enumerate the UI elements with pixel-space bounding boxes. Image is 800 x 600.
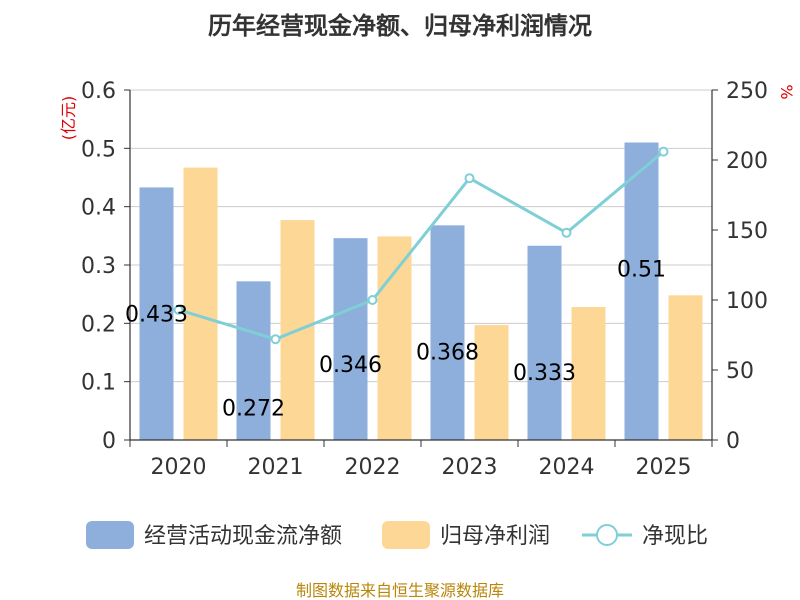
- bars: [139, 142, 703, 441]
- ratio-line-path: [178, 150, 665, 341]
- left-axis-unit: (亿元): [59, 96, 78, 141]
- bar-value-label: 0.368: [416, 340, 479, 365]
- right-axis-unit: %: [777, 84, 796, 99]
- ratio-point: [561, 227, 572, 238]
- legend-swatch-profit: [382, 521, 430, 549]
- x-tick-label: 2022: [345, 455, 401, 480]
- legend-swatch-cashflow: [86, 521, 134, 549]
- x-tick-label: 2023: [442, 455, 498, 480]
- x-tick-label: 2024: [539, 455, 595, 480]
- bar: [668, 295, 703, 440]
- ratio-point: [464, 173, 475, 184]
- right-tick-label: 200: [726, 149, 768, 174]
- ratio-point: [173, 304, 184, 315]
- right-tick-label: 50: [726, 359, 754, 384]
- bar: [527, 245, 562, 440]
- source-note: 制图数据来自恒生聚源数据库: [296, 581, 504, 600]
- right-tick-label: 100: [726, 289, 768, 314]
- bar: [377, 236, 412, 440]
- x-tick-label: 2020: [151, 455, 207, 480]
- left-tick-label: 0.3: [81, 254, 116, 279]
- right-tick-label: 250: [726, 79, 768, 104]
- x-tick-label: 2025: [636, 455, 692, 480]
- bar: [236, 281, 271, 440]
- bar-value-label: 0.272: [222, 396, 285, 421]
- legend-label-cashflow: 经营活动现金流净额: [144, 524, 342, 549]
- bar: [474, 325, 509, 440]
- left-tick-label: 0.5: [81, 137, 116, 162]
- left-tick-label: 0.6: [81, 79, 116, 104]
- bar: [139, 187, 174, 440]
- bar: [333, 238, 368, 440]
- left-tick-label: 0.4: [81, 196, 116, 221]
- left-tick-label: 0: [102, 429, 116, 454]
- ratio-point: [367, 295, 378, 305]
- left-tick-label: 0.2: [81, 312, 116, 337]
- ratio-point: [658, 146, 669, 157]
- bar: [571, 307, 606, 440]
- bar: [183, 167, 218, 441]
- bar-value-label: 0.333: [513, 361, 576, 386]
- bar-value-label: 0.433: [125, 302, 188, 327]
- ratio-point: [270, 334, 281, 345]
- legend: 经营活动现金流净额 归母净利润 净现比: [86, 521, 708, 549]
- bar: [624, 142, 659, 440]
- bar: [430, 225, 465, 440]
- right-tick-label: 150: [726, 219, 768, 244]
- x-tick-label: 2021: [248, 455, 304, 480]
- ratio-line: [173, 146, 669, 345]
- legend-swatch-ratio-marker: [596, 524, 618, 546]
- axes: 0 0.1 0.2 0.3 0.4 0.5 0.6 0 50 100 150 200 250 2020 20…: [81, 79, 768, 480]
- right-tick-label: 0: [726, 429, 740, 454]
- bar-value-label: 0.346: [319, 353, 382, 378]
- legend-label-profit: 归母净利润: [440, 524, 550, 549]
- left-tick-label: 0.1: [81, 371, 116, 396]
- legend-label-ratio: 净现比: [642, 524, 708, 549]
- chart-title: 历年经营现金净额、归母净利润情况: [208, 12, 592, 40]
- data-labels: 0.433 0.272 0.346 0.368 0.333 0.51: [125, 258, 666, 422]
- bar-value-label: 0.51: [617, 258, 666, 283]
